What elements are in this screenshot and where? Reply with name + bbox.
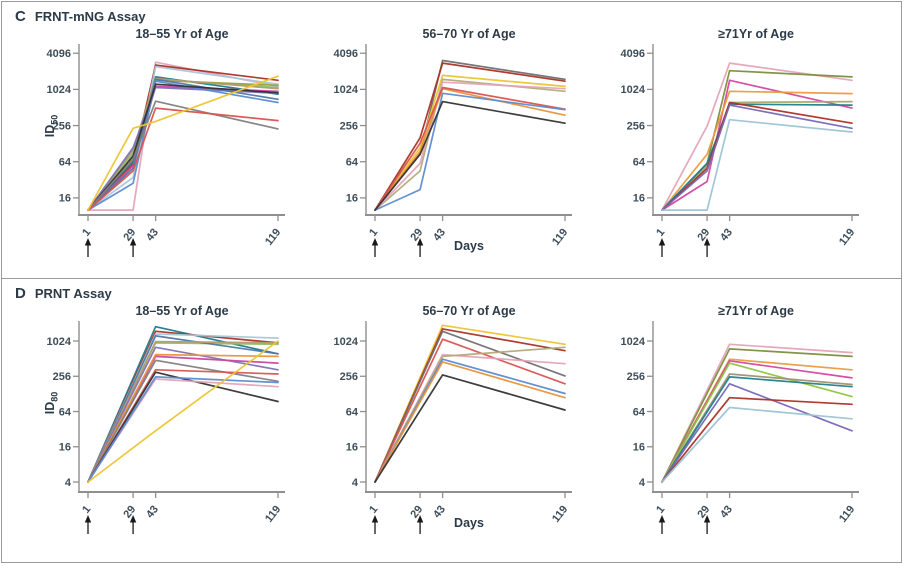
svg-text:1: 1 [367,503,380,515]
svg-text:1: 1 [367,226,380,238]
svg-text:1024: 1024 [621,336,646,348]
svg-text:1024: 1024 [47,84,72,96]
svg-text:43: 43 [144,226,161,243]
svg-text:4096: 4096 [47,48,71,60]
line-chart-frnt-71plus: 16 64 256 1024 4096 1 29 43 119 [621,44,859,257]
svg-text:119: 119 [263,503,283,524]
panel-d-charts-row: ID80 18–55 Yr of Age 4 16 64 256 1024 1 29 43 11… [2,303,901,536]
chart-frnt-56-70: 56–70 Yr of Age 16 64 256 1024 4096 1 29 43 119 … [316,26,588,259]
chart-frnt-18-55: ID50 18–55 Yr of Age 16 64 256 1024 4096 1 29 4… [29,26,301,259]
svg-text:4: 4 [639,477,646,489]
svg-text:4: 4 [65,477,72,489]
svg-text:29: 29 [408,226,425,243]
svg-text:29: 29 [695,226,712,243]
chart-title: 56–70 Yr of Age [422,304,516,318]
line-chart-frnt-18-55: 16 64 256 1024 4096 1 29 43 119 [47,44,285,257]
svg-text:119: 119 [263,226,283,247]
svg-text:256: 256 [627,371,645,383]
svg-text:16: 16 [633,193,645,205]
svg-text:29: 29 [121,226,138,243]
x-axis-label-days: Days [454,516,484,530]
svg-text:43: 43 [431,503,448,520]
svg-text:1: 1 [654,226,667,238]
svg-text:43: 43 [718,503,735,520]
svg-text:29: 29 [695,503,712,520]
x-axis-label-days: Days [454,239,484,253]
chart-title: 18–55 Yr of Age [135,27,229,41]
svg-text:43: 43 [144,503,161,520]
svg-text:16: 16 [346,442,358,454]
svg-text:1: 1 [654,503,667,515]
panel-c-header: C FRNT-mNG Assay [2,2,901,25]
chart-prnt-18-55: ID80 18–55 Yr of Age 4 16 64 256 1024 1 29 43 11… [29,303,301,536]
panel-frnt-mng: C FRNT-mNG Assay ID50 18–55 Yr of Age 16 6… [2,2,901,278]
svg-text:119: 119 [837,226,857,247]
svg-text:4: 4 [352,477,359,489]
chart-frnt-71plus: ≥71Yr of Age 16 64 256 1024 4096 1 29 43 119 [603,26,875,259]
svg-text:1024: 1024 [47,336,72,348]
svg-text:16: 16 [633,442,645,454]
svg-text:256: 256 [53,371,71,383]
chart-title: 56–70 Yr of Age [422,27,516,41]
svg-text:1: 1 [80,226,93,238]
svg-text:43: 43 [431,226,448,243]
svg-text:64: 64 [633,406,646,418]
panel-c-letter: C [15,8,26,25]
svg-text:4096: 4096 [621,48,645,60]
panel-d-title: PRNT Assay [34,286,112,301]
svg-text:16: 16 [59,193,71,205]
svg-text:16: 16 [346,193,358,205]
svg-text:64: 64 [59,406,72,418]
svg-text:29: 29 [121,503,138,520]
svg-text:29: 29 [408,503,425,520]
panel-prnt: D PRNT Assay ID80 18–55 Yr of Age 4 16 64 25… [2,278,901,560]
svg-text:64: 64 [346,157,359,169]
svg-text:256: 256 [53,120,71,132]
chart-title: ≥71Yr of Age [718,27,794,41]
svg-text:256: 256 [340,120,358,132]
panel-c-title: FRNT-mNG Assay [34,9,146,24]
svg-text:64: 64 [59,157,72,169]
line-chart-prnt-71plus: 4 16 64 256 1024 1 29 43 119 [621,321,859,534]
svg-text:1024: 1024 [334,336,359,348]
panel-d-letter: D [15,285,26,302]
svg-text:4096: 4096 [334,48,358,60]
svg-text:1024: 1024 [621,84,646,96]
panel-c-charts-row: ID50 18–55 Yr of Age 16 64 256 1024 4096 1 29 4… [2,26,901,259]
svg-text:16: 16 [59,442,71,454]
y-axis-label-id80: ID80 [43,391,60,415]
chart-title: ≥71Yr of Age [718,304,794,318]
svg-text:256: 256 [627,120,645,132]
svg-text:64: 64 [346,406,359,418]
svg-text:43: 43 [718,226,735,243]
chart-title: 18–55 Yr of Age [135,304,229,318]
svg-text:119: 119 [837,503,857,524]
line-chart-prnt-18-55: 4 16 64 256 1024 1 29 43 119 [47,321,285,534]
svg-text:64: 64 [633,157,646,169]
chart-prnt-56-70: 56–70 Yr of Age 4 16 64 256 1024 1 29 43 119 Day… [316,303,588,536]
y-axis-label-id50: ID50 [43,114,60,138]
svg-text:1: 1 [80,503,93,515]
svg-text:256: 256 [340,371,358,383]
chart-prnt-71plus: ≥71Yr of Age 4 16 64 256 1024 1 29 43 119 [603,303,875,536]
svg-text:1024: 1024 [334,84,359,96]
panel-d-header: D PRNT Assay [2,279,901,302]
